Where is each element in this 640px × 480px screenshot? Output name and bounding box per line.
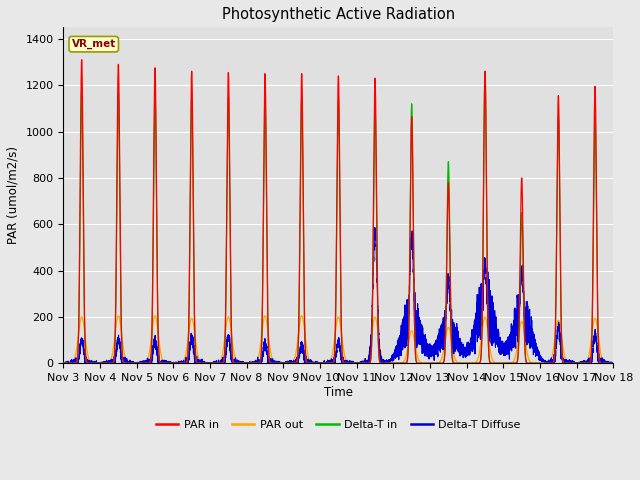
Legend: PAR in, PAR out, Delta-T in, Delta-T Diffuse: PAR in, PAR out, Delta-T in, Delta-T Dif… — [152, 416, 525, 435]
Text: VR_met: VR_met — [72, 39, 116, 49]
Title: Photosynthetic Active Radiation: Photosynthetic Active Radiation — [222, 7, 455, 22]
Y-axis label: PAR (umol/m2/s): PAR (umol/m2/s) — [7, 146, 20, 244]
X-axis label: Time: Time — [324, 386, 353, 399]
